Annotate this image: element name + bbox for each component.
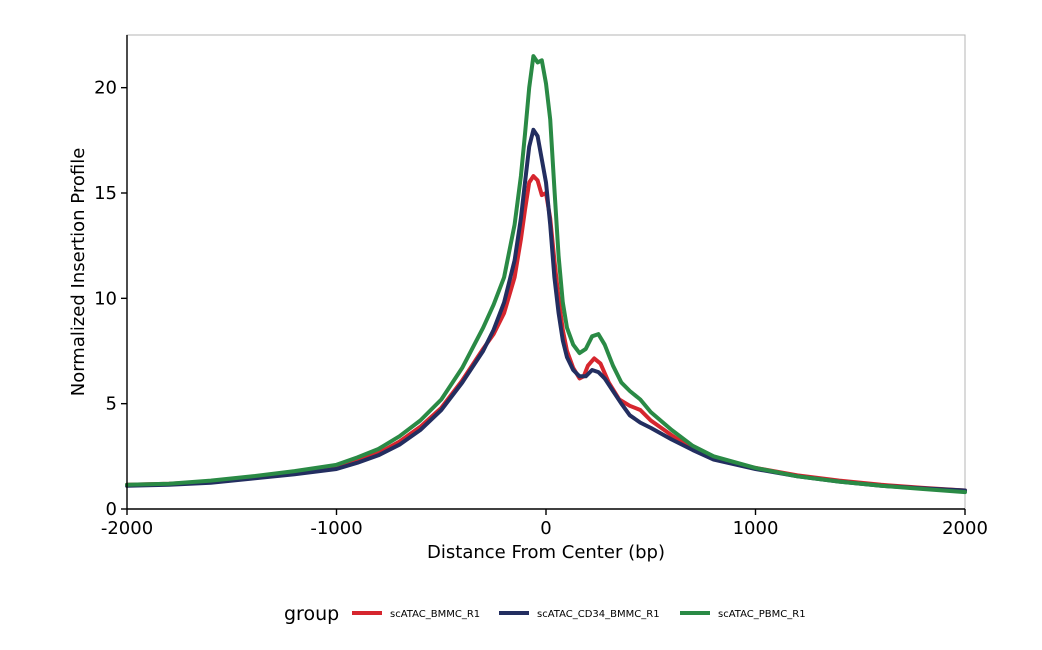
series-line-1 [125,127,967,493]
x-tick-label-1: -1000 [310,518,362,539]
y-tick-label-3: 15 [94,183,117,204]
y-axis-ticks: 0 5 10 15 20 [94,78,127,520]
legend-title: group [284,603,339,625]
x-tick-label-4: 2000 [942,518,988,539]
y-axis-label: Normalized Insertion Profile [68,148,89,397]
plot-panel-border [126,34,966,510]
legend-label-0: scATAC_BMMC_R1 [390,609,480,620]
x-tick-label-2: 0 [540,518,551,539]
legend: scATAC_BMMC_R1 scATAC_CD34_BMMC_R1 scATAC_… [352,609,806,620]
legend-label-1: scATAC_CD34_BMMC_R1 [537,609,660,620]
x-tick-label-0: -2000 [101,518,153,539]
y-tick-label-1: 5 [106,394,117,415]
x-axis-ticks: -2000 -1000 0 1000 2000 [101,509,988,539]
y-tick-label-4: 20 [94,78,117,99]
x-axis-label: Distance From Center (bp) [427,542,665,563]
y-tick-label-2: 10 [94,288,117,309]
x-tick-label-3: 1000 [733,518,779,539]
y-tick-label-0: 0 [106,499,117,520]
series-layer [125,54,967,495]
series-line-2 [125,54,967,495]
legend-label-2: scATAC_PBMC_R1 [718,609,806,620]
